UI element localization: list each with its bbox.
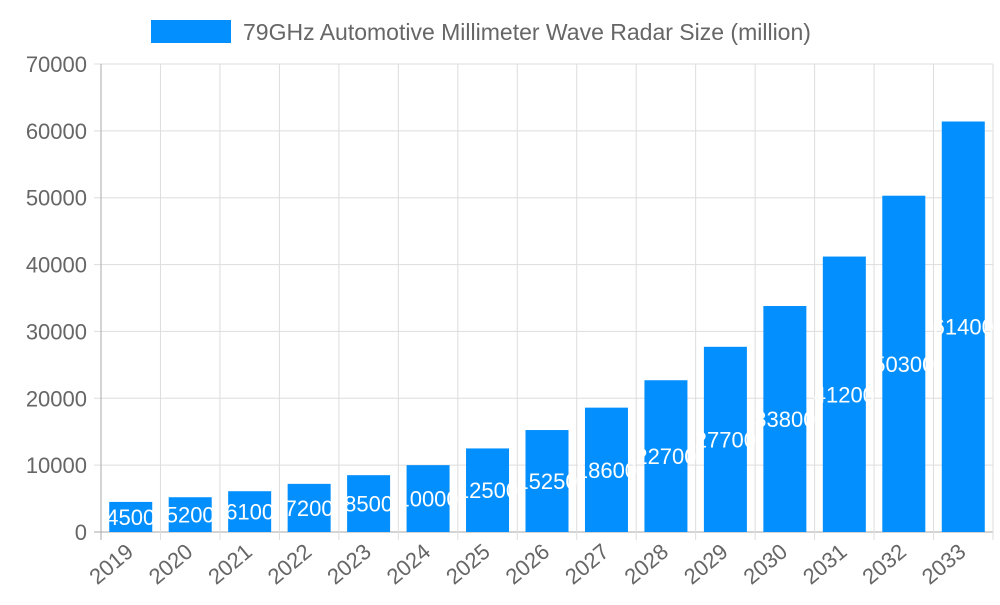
grid bbox=[94, 63, 994, 540]
bars bbox=[109, 121, 985, 533]
x-tick-label: 2030 bbox=[739, 539, 793, 590]
x-tick-label: 2023 bbox=[322, 539, 376, 590]
data-labels: 4500 5200 6100 7200 8500 10000125001525018600… bbox=[106, 315, 994, 530]
y-tick-label: 20000 bbox=[26, 386, 87, 411]
data-label: 12500 bbox=[457, 478, 518, 503]
data-label: 22700 bbox=[635, 444, 696, 469]
data-label: 41200 bbox=[814, 382, 875, 407]
x-tick-label: 2022 bbox=[263, 539, 317, 590]
data-label: 6100 bbox=[225, 500, 274, 525]
x-tick-label: 2031 bbox=[798, 539, 852, 590]
data-label: 61400 bbox=[933, 315, 994, 340]
bar bbox=[644, 380, 688, 532]
data-label: 4500 bbox=[106, 505, 155, 530]
y-tick-label: 0 bbox=[75, 520, 87, 545]
bar bbox=[466, 448, 510, 532]
x-tick-label: 2027 bbox=[560, 539, 614, 590]
bar bbox=[168, 497, 212, 532]
bar bbox=[347, 475, 391, 532]
data-label: 5200 bbox=[166, 503, 215, 528]
x-tick-label: 2026 bbox=[501, 539, 555, 590]
bar bbox=[882, 195, 926, 533]
y-tick-label: 40000 bbox=[26, 253, 87, 278]
x-tick-label: 2024 bbox=[382, 539, 436, 590]
x-tick-label: 2021 bbox=[203, 539, 257, 590]
data-label: 27700 bbox=[695, 427, 756, 452]
bar bbox=[763, 306, 807, 532]
y-tick-label: 50000 bbox=[26, 186, 87, 211]
x-tick-label: 2033 bbox=[917, 539, 971, 590]
data-label: 18600 bbox=[576, 458, 637, 483]
legend-swatch bbox=[151, 20, 231, 43]
bar bbox=[228, 491, 272, 532]
y-tick-label: 60000 bbox=[26, 119, 87, 144]
data-label: 10000 bbox=[397, 487, 458, 512]
x-tick-label: 2028 bbox=[620, 539, 674, 590]
data-label: 33800 bbox=[754, 407, 815, 432]
y-tick-label: 70000 bbox=[26, 52, 87, 77]
x-tick-label: 2025 bbox=[441, 539, 495, 590]
data-label: 15250 bbox=[516, 469, 577, 494]
x-tick-label: 2020 bbox=[144, 539, 198, 590]
legend[interactable]: 79GHz Automotive Millimeter Wave Radar S… bbox=[151, 19, 811, 45]
bar bbox=[406, 465, 450, 532]
bar bbox=[941, 121, 985, 533]
data-label: 7200 bbox=[285, 496, 334, 521]
bar bbox=[584, 407, 628, 532]
bar bbox=[109, 501, 153, 532]
x-tick-label: 2019 bbox=[84, 539, 138, 590]
x-tick-label: 2029 bbox=[679, 539, 733, 590]
y-tick-label: 30000 bbox=[26, 319, 87, 344]
data-label: 50300 bbox=[873, 352, 934, 377]
x-tick-label: 2032 bbox=[857, 539, 911, 590]
data-label: 8500 bbox=[344, 492, 393, 517]
bar bbox=[287, 483, 331, 532]
legend-label: 79GHz Automotive Millimeter Wave Radar S… bbox=[243, 19, 811, 45]
bar bbox=[703, 346, 747, 532]
y-tick-label: 10000 bbox=[26, 453, 87, 478]
bar bbox=[822, 256, 866, 532]
bar bbox=[525, 430, 569, 532]
